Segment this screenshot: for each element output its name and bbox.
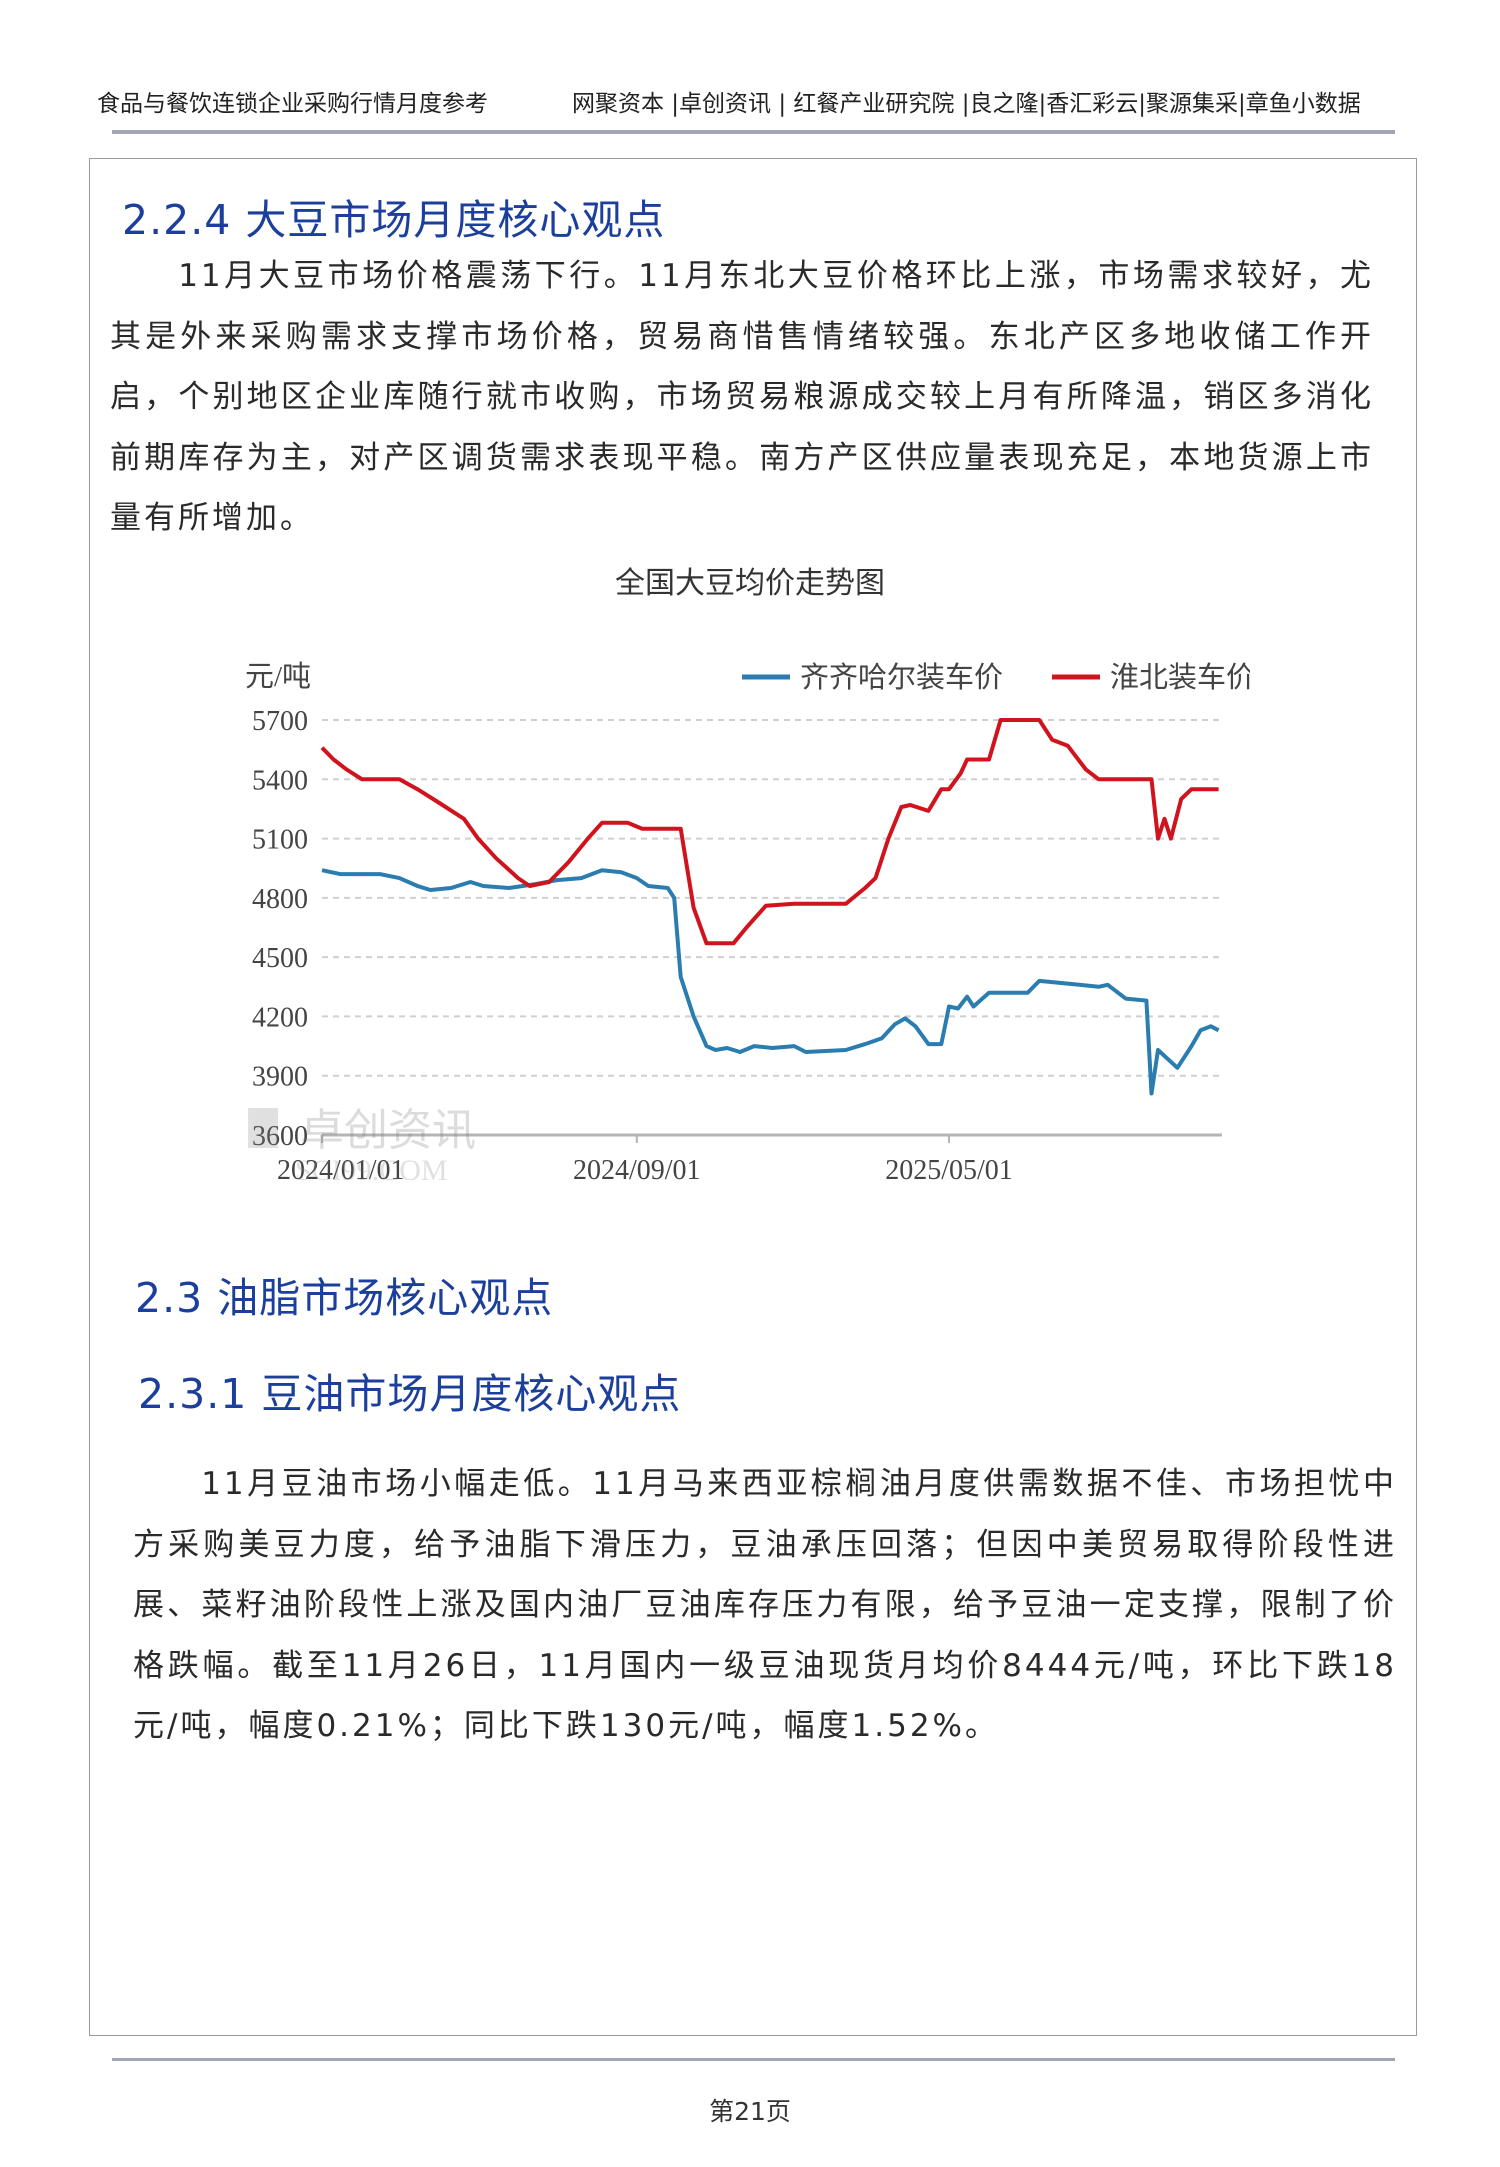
series-line-1 xyxy=(320,718,1219,946)
y-tick-label: 4500 xyxy=(252,943,308,974)
y-tick-label: 4200 xyxy=(252,1002,308,1033)
soybean-price-chart: 元/吨 570054005100480045004200390036002024… xyxy=(245,660,1250,1187)
x-tick-label: 2024/01/01 xyxy=(277,1155,405,1186)
y-tick-label: 5400 xyxy=(252,765,308,796)
soybean-oil-paragraph: 11月豆油市场小幅走低。11月马来西亚棕榈油月度供需数据不佳、市场担忧中方采购美… xyxy=(133,1466,1397,1744)
soybean-paragraph: 11月大豆市场价格震荡下行。11月东北大豆价格环比上涨，市场需求较好，尤其是外来… xyxy=(110,258,1374,536)
header-partners: 网聚资本 |卓创资讯 | 红餐产业研究院 |良之隆|香汇彩云|聚源集采|章鱼小数… xyxy=(572,91,1361,117)
section-heading-2-3: 2.3 油脂市场核心观点 xyxy=(135,1274,554,1322)
content-frame xyxy=(89,158,1417,2036)
page-number: 第21页 xyxy=(709,2097,791,2126)
x-tick-label: 2024/09/01 xyxy=(573,1155,701,1186)
y-tick-label: 5700 xyxy=(252,706,308,737)
legend-label: 齐齐哈尔装车价 xyxy=(800,661,1003,694)
x-tick-label: 2025/05/01 xyxy=(885,1155,1013,1186)
y-tick-label: 4800 xyxy=(252,884,308,915)
header-divider xyxy=(112,130,1395,134)
header-report-title: 食品与餐饮连锁企业采购行情月度参考 xyxy=(97,91,488,117)
series-line-0 xyxy=(321,868,1220,1096)
legend-label: 淮北装车价 xyxy=(1110,661,1250,694)
footer-divider xyxy=(112,2058,1395,2061)
y-axis-unit: 元/吨 xyxy=(245,660,311,693)
y-tick-label: 5100 xyxy=(252,825,308,856)
watermark: 卓创资讯 xyxy=(300,1106,476,1155)
svg-text:SCI99.COM: SCI99.COM xyxy=(295,1154,448,1187)
y-tick-label: 3600 xyxy=(252,1121,308,1152)
y-tick-label: 3900 xyxy=(252,1062,308,1093)
section-heading-2-3-1: 2.3.1 豆油市场月度核心观点 xyxy=(138,1370,682,1418)
chart-title: 全国大豆均价走势图 xyxy=(615,566,885,601)
watermark-logo-icon xyxy=(248,1108,278,1148)
section-heading-2-2-4: 2.2.4 大豆市场月度核心观点 xyxy=(122,196,666,244)
